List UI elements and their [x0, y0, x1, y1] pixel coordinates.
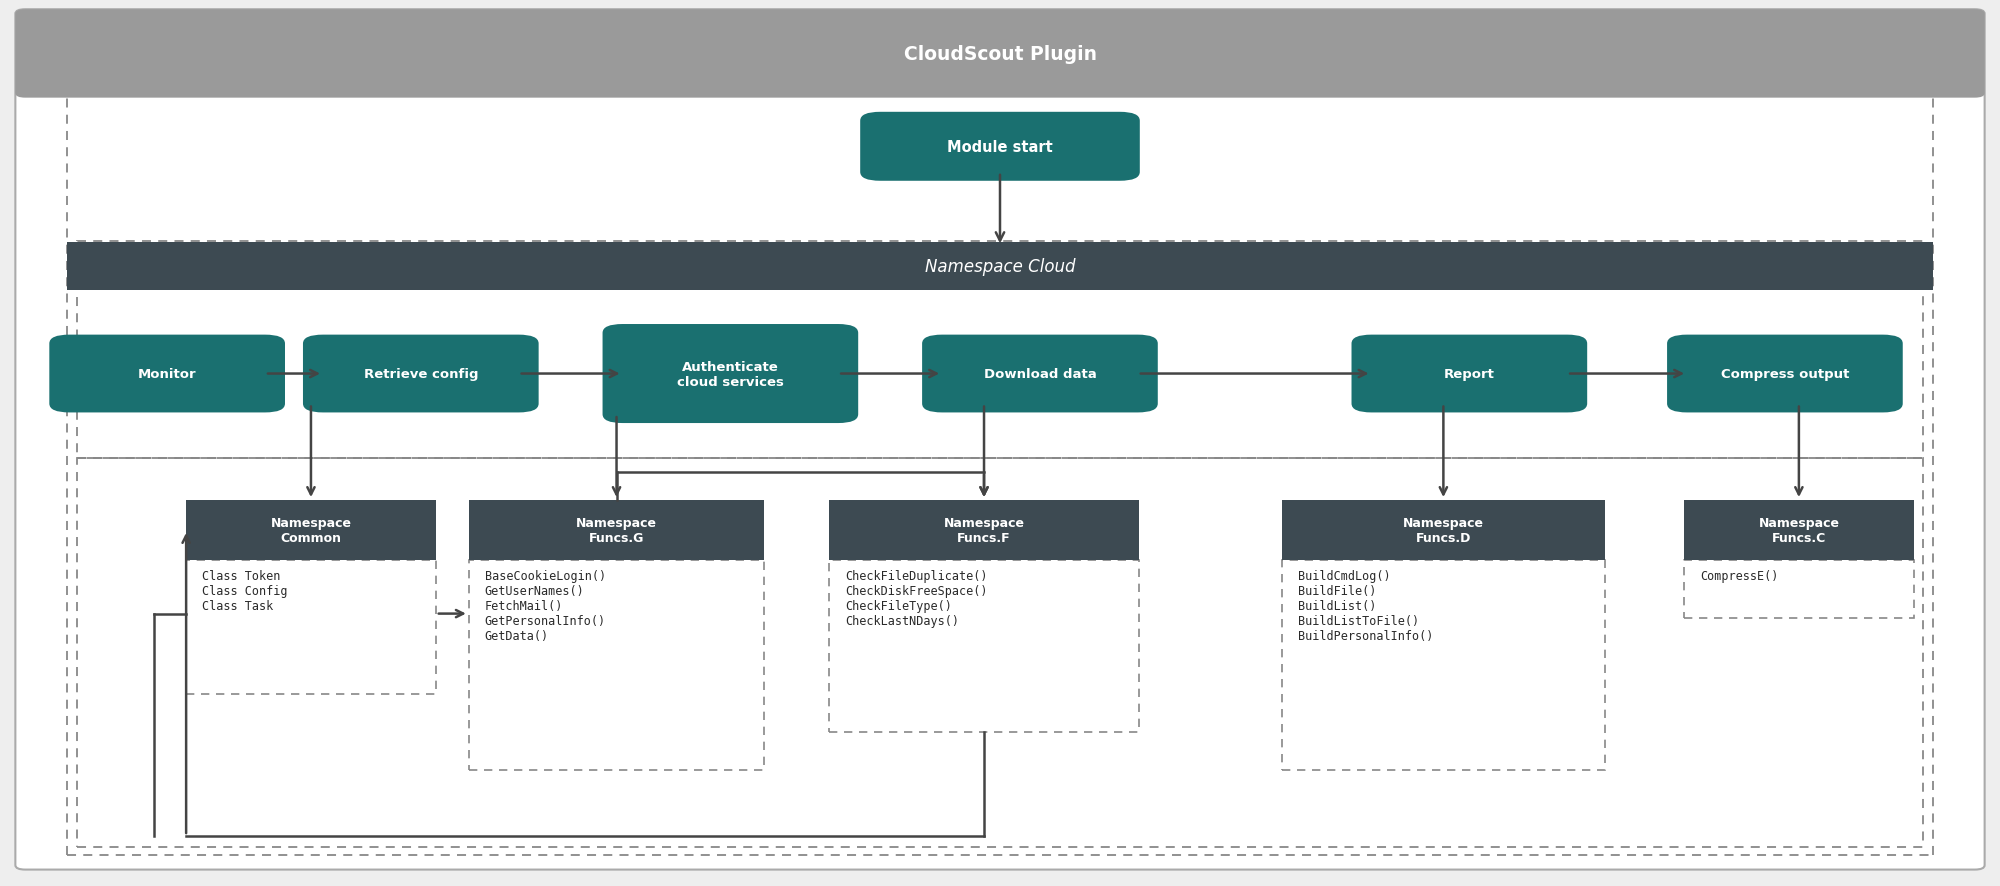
Text: Authenticate
cloud services: Authenticate cloud services: [676, 360, 784, 388]
Polygon shape: [468, 561, 764, 770]
Bar: [830, 501, 1138, 561]
Bar: [1684, 501, 1914, 561]
Bar: [1282, 501, 1606, 561]
FancyBboxPatch shape: [602, 324, 858, 424]
Bar: [186, 501, 436, 561]
Text: BaseCookieLogin()
GetUserNames()
FetchMail()
GetPersonalInfo()
GetData(): BaseCookieLogin() GetUserNames() FetchMa…: [484, 570, 606, 642]
Text: CompressE(): CompressE(): [1700, 570, 1778, 582]
FancyBboxPatch shape: [860, 113, 1140, 182]
FancyBboxPatch shape: [16, 11, 1984, 869]
Text: BuildCmdLog()
BuildFile()
BuildList()
BuildListToFile()
BuildPersonalInfo(): BuildCmdLog() BuildFile() BuildList() Bu…: [1298, 570, 1432, 642]
FancyBboxPatch shape: [16, 11, 1984, 98]
Text: Monitor: Monitor: [138, 368, 196, 381]
Text: CloudScout Plugin: CloudScout Plugin: [904, 45, 1096, 64]
Text: CheckFileDuplicate()
CheckDiskFreeSpace()
CheckFileType()
CheckLastNDays(): CheckFileDuplicate() CheckDiskFreeSpace(…: [846, 570, 988, 627]
FancyBboxPatch shape: [922, 335, 1158, 413]
Text: Namespace
Funcs.C: Namespace Funcs.C: [1758, 517, 1840, 544]
Polygon shape: [830, 561, 1138, 732]
Polygon shape: [1684, 561, 1914, 618]
Text: Class Token
Class Config
Class Task: Class Token Class Config Class Task: [202, 570, 288, 612]
Text: Compress output: Compress output: [1720, 368, 1850, 381]
Text: Namespace
Funcs.G: Namespace Funcs.G: [576, 517, 658, 544]
Text: Namespace
Funcs.D: Namespace Funcs.D: [1402, 517, 1484, 544]
Text: Namespace
Common: Namespace Common: [270, 517, 352, 544]
FancyBboxPatch shape: [1668, 335, 1902, 413]
Text: Download data: Download data: [984, 368, 1096, 381]
Text: Namespace Cloud: Namespace Cloud: [924, 258, 1076, 276]
FancyBboxPatch shape: [302, 335, 538, 413]
Text: Report: Report: [1444, 368, 1494, 381]
Text: Retrieve config: Retrieve config: [364, 368, 478, 381]
FancyBboxPatch shape: [1352, 335, 1588, 413]
Text: Namespace
Funcs.F: Namespace Funcs.F: [944, 517, 1024, 544]
Polygon shape: [186, 561, 436, 694]
FancyBboxPatch shape: [50, 335, 284, 413]
Bar: [468, 501, 764, 561]
Text: Module start: Module start: [948, 140, 1052, 155]
Bar: [68, 243, 1932, 291]
Polygon shape: [1282, 561, 1606, 770]
